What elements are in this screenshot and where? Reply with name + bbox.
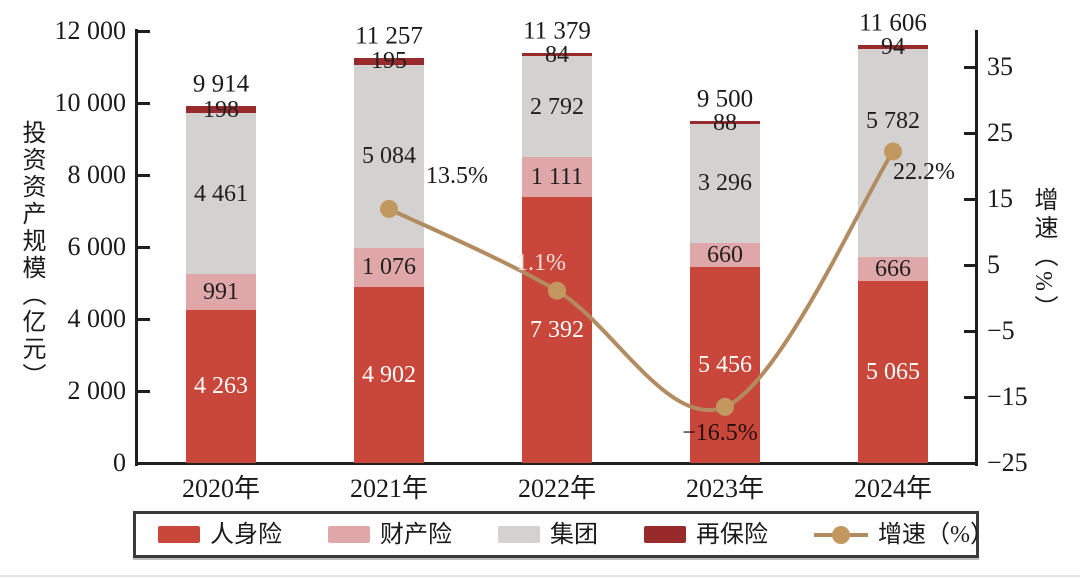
y-axis-right-tick: [964, 197, 977, 201]
legend-label: 再保险: [696, 521, 768, 548]
property-insurance-swatch-icon: [328, 526, 370, 543]
legend-item-life-insurance: 人身险: [158, 523, 282, 547]
bar-segment-reinsurance-2024: [858, 45, 928, 49]
y-axis-left-tick: [137, 317, 150, 321]
legend-item-reinsurance: 再保险: [644, 523, 768, 547]
bar-segment-property-insurance-2021: [354, 247, 424, 287]
bar-segment-group-2022: [522, 56, 592, 157]
y-axis-left-tick: [137, 173, 150, 177]
right-axis-line: [975, 30, 978, 466]
y-axis-left-tick: [137, 101, 150, 105]
y-axis-right-tick: [964, 263, 977, 267]
bar-segment-group-2024: [858, 48, 928, 257]
bottom-divider: [0, 575, 1080, 577]
y-axis-left-tick: [137, 245, 150, 249]
bar-segment-property-insurance-2022: [522, 156, 592, 197]
bar-segment-reinsurance-2021: [354, 57, 424, 65]
bar-segment-life-insurance-2024: [858, 280, 928, 463]
y-axis-right-tick: [964, 131, 977, 135]
bar-segment-reinsurance-2020: [186, 106, 256, 114]
left-axis-title: 投资资产规模（亿元）: [18, 120, 44, 390]
reinsurance-swatch-icon: [644, 526, 686, 543]
y-axis-left-tick: [137, 389, 150, 393]
legend: 人身险 财产险 集团 再保险 增速（%）: [133, 511, 994, 558]
y-axis-right-tick: [964, 65, 977, 69]
legend-label: 财产险: [380, 521, 452, 548]
bar-segment-property-insurance-2024: [858, 256, 928, 281]
legend-label: 增速（%）: [878, 521, 994, 548]
legend-label: 集团: [550, 521, 598, 548]
left-axis-line: [135, 29, 138, 466]
bar-segment-life-insurance-2021: [354, 286, 424, 463]
bar-segment-property-insurance-2020: [186, 273, 256, 310]
bar-segment-reinsurance-2023: [690, 121, 760, 125]
legend-item-property-insurance: 财产险: [328, 523, 452, 547]
right-axis-title: 增速（%）: [1030, 187, 1056, 323]
bar-segment-group-2020: [186, 113, 256, 274]
life-insurance-swatch-icon: [158, 526, 200, 543]
x-axis-line: [135, 462, 978, 465]
bar-segment-life-insurance-2022: [522, 196, 592, 463]
y-axis-left-tick: [137, 29, 150, 33]
legend-item-group: 集团: [498, 523, 598, 547]
y-axis-right-tick: [964, 329, 977, 333]
bar-segment-reinsurance-2022: [522, 53, 592, 57]
bar-segment-life-insurance-2023: [690, 266, 760, 463]
bar-segment-property-insurance-2023: [690, 242, 760, 267]
legend-item-growth-rate: 增速（%）: [814, 523, 994, 547]
bar-segment-life-insurance-2020: [186, 309, 256, 463]
y-axis-right-tick: [964, 395, 977, 399]
legend-label: 人身险: [210, 521, 282, 548]
bar-segment-group-2021: [354, 64, 424, 248]
bar-segment-group-2023: [690, 124, 760, 243]
growth-line-icon: [814, 525, 868, 544]
group-swatch-icon: [498, 526, 540, 543]
